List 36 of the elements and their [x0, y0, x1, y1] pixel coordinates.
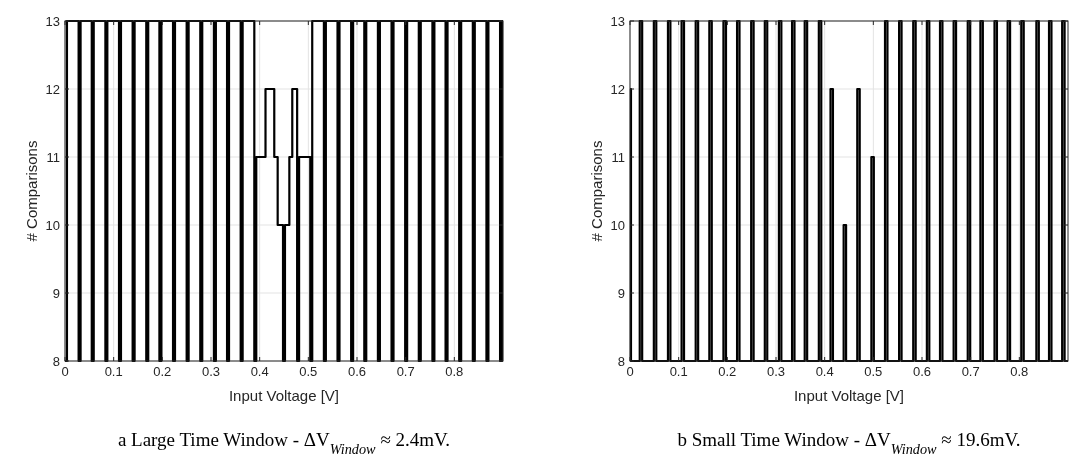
- x-axis-title: Input Voltage [V]: [228, 387, 340, 404]
- text: b Small Time Window - ΔV$_{Window}$ ≈ 19.6mV.: [677, 429, 1021, 455]
- x-tick-label: 0.5: [299, 364, 318, 379]
- x-tick-label: 0.7: [961, 364, 980, 379]
- y-axis-title: # Comparisons: [23, 140, 40, 242]
- x-tick-label: 0.4: [815, 364, 834, 379]
- y-tick-label: 13: [45, 13, 60, 29]
- y-tick-label: 13: [610, 13, 625, 29]
- y-tick-label: 10: [45, 217, 60, 233]
- x-tick-label: 0.3: [201, 364, 221, 379]
- y-tick-label: 9: [52, 285, 60, 301]
- y-tick-label: 12: [610, 81, 625, 97]
- text: a Large Time Window - ΔV$_{Window}$ ≈ 2.4mV.: [117, 429, 451, 455]
- x-tick-label: 0.2: [718, 364, 737, 379]
- y-tick-label: 12: [45, 81, 60, 97]
- x-tick-label: 0.8: [1010, 364, 1029, 379]
- x-tick-label: 0.6: [912, 364, 932, 379]
- y-tick-label: 11: [611, 149, 625, 165]
- y-tick-label: 11: [46, 149, 60, 165]
- y-tick-label: 8: [52, 353, 60, 369]
- x-tick-label: 0.4: [250, 364, 269, 379]
- x-tick-label: 0: [626, 364, 634, 379]
- x-tick-label: 0.1: [669, 364, 688, 379]
- y-axis-title: # Comparisons: [588, 140, 605, 242]
- x-tick-label: 0.3: [766, 364, 786, 379]
- x-axis-title: Input Voltage [V]: [793, 387, 905, 404]
- x-tick-label: 0: [61, 364, 69, 379]
- x-tick-label: 0.8: [445, 364, 464, 379]
- y-tick-label: 10: [610, 217, 625, 233]
- x-tick-label: 0.7: [396, 364, 415, 379]
- x-tick-label: 0.5: [864, 364, 883, 379]
- y-tick-label: 8: [617, 353, 625, 369]
- x-tick-label: 0.1: [104, 364, 123, 379]
- x-tick-label: 0.6: [347, 364, 367, 379]
- x-tick-label: 0.2: [153, 364, 172, 379]
- y-tick-label: 9: [617, 285, 625, 301]
